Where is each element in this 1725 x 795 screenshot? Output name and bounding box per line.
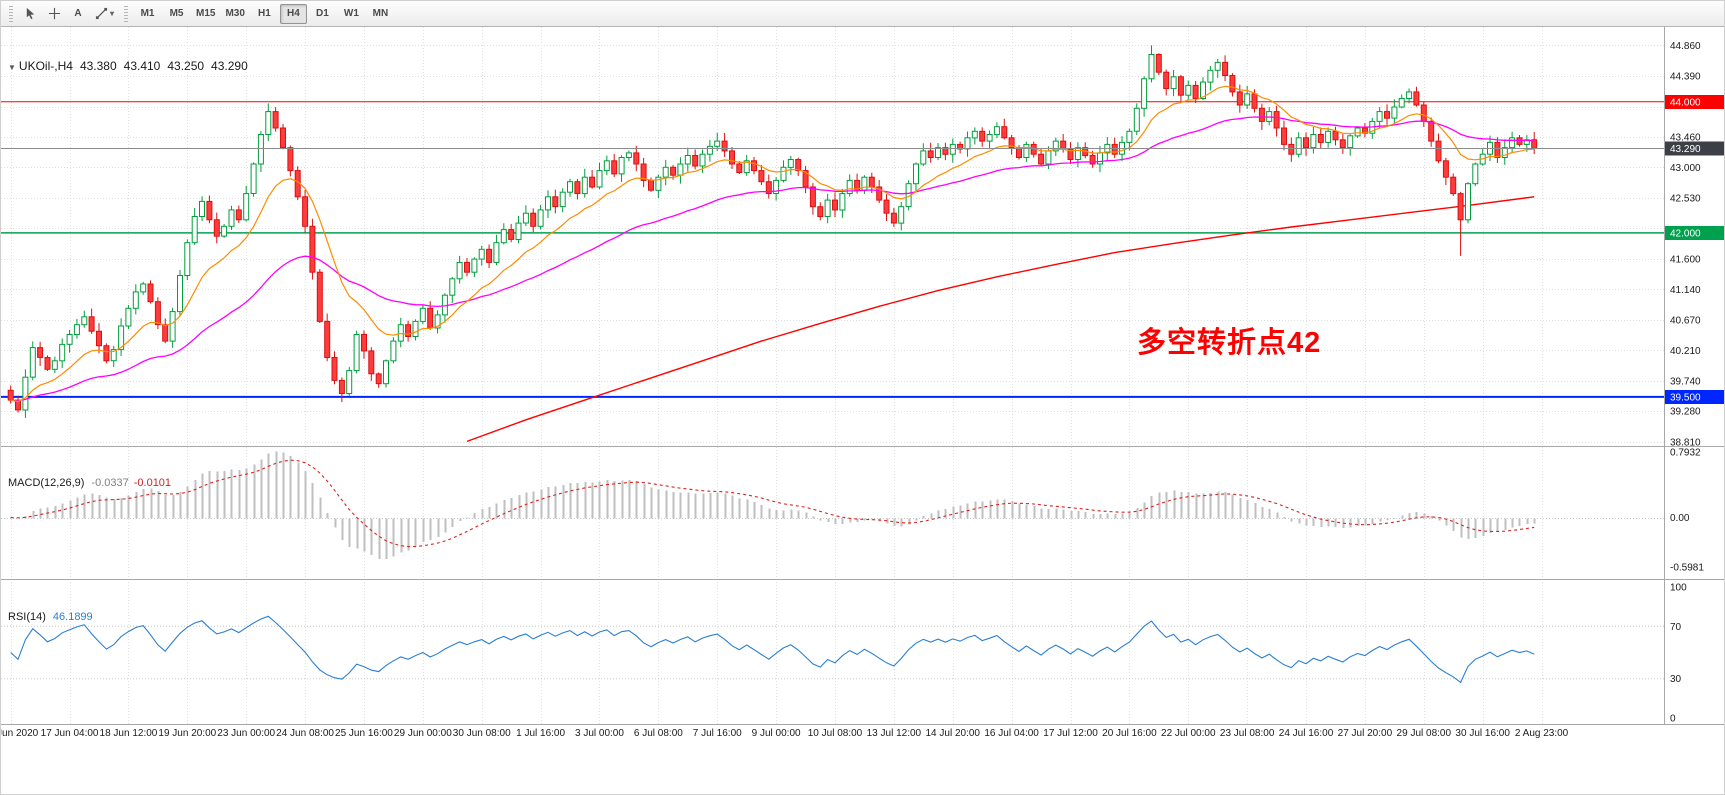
macd-axis-label: 0.00 (1670, 513, 1690, 524)
timeframe-toolbar: M1 M5 M15 M30 H1 H4 D1 W1 MN (133, 3, 395, 24)
rsi-axis-label: 70 (1670, 622, 1682, 633)
current-price-badge (1665, 141, 1724, 156)
cursor-icon (26, 7, 34, 20)
time-axis-label: 2 Aug 23:00 (1515, 728, 1569, 739)
text-tool-label: A (74, 8, 82, 19)
macd-signal-line (10, 459, 1535, 548)
time-axis-label: 6 Jul 08:00 (634, 728, 683, 739)
text-tool-button[interactable]: A (67, 4, 89, 24)
toolbar-grip[interactable] (9, 5, 13, 22)
price-axis-label: 41.600 (1670, 255, 1701, 266)
price-axis-label: 44.860 (1670, 41, 1701, 52)
price-axis-label: 42.530 (1670, 194, 1701, 205)
timeframe-d1[interactable]: D1 (309, 4, 336, 24)
time-axis-label: 17 Jul 12:00 (1043, 728, 1098, 739)
draw-tools-button[interactable]: ▾ (91, 4, 118, 24)
timeframe-mn[interactable]: MN (367, 4, 394, 24)
price-axis-label: 41.140 (1670, 285, 1701, 296)
price-level-badge (1665, 95, 1724, 109)
rsi-axis-label: 30 (1670, 674, 1682, 685)
price-axis-label: 43.460 (1670, 133, 1701, 144)
time-axis-label: 29 Jul 08:00 (1397, 728, 1452, 739)
main-toolbar: A ▾ M1 M5 M15 M30 H1 H4 D1 W1 MN (1, 1, 1724, 27)
time-axis-label: 3 Jul 00:00 (575, 728, 624, 739)
timeframe-h4[interactable]: H4 (279, 3, 307, 24)
svg-text:39.500: 39.500 (1670, 393, 1701, 404)
grid (1, 27, 1664, 724)
time-axis-label: 16 Jul 04:00 (984, 728, 1039, 739)
rsi-line (10, 615, 1535, 684)
price-axis-label: 43.000 (1670, 163, 1701, 174)
trendline-icon (95, 7, 108, 20)
time-axis-label: 24 Jul 16:00 (1279, 728, 1334, 739)
ma-medium-line (10, 116, 1535, 402)
timeframe-m15[interactable]: M15 (192, 4, 219, 24)
price-axis-label: 38.810 (1670, 438, 1701, 449)
timeframe-w1[interactable]: W1 (338, 4, 365, 24)
timeframe-m5[interactable]: M5 (163, 4, 190, 24)
crosshair-tool-button[interactable] (43, 4, 65, 24)
price-axis-gutter (1665, 27, 1724, 724)
time-axis-label: 17 Jun 04:00 (41, 728, 99, 739)
time-axis-label: 27 Jul 20:00 (1338, 728, 1393, 739)
time-axis-label: 7 Jul 16:00 (693, 728, 742, 739)
price-level-badge (1665, 226, 1724, 240)
time-axis-label: 29 Jun 00:00 (394, 728, 452, 739)
time-axis-label: 25 Jun 16:00 (335, 728, 393, 739)
macd-histogram (10, 451, 1536, 559)
price-level-badge (1665, 390, 1724, 404)
chevron-down-icon: ▾ (110, 9, 115, 18)
time-axis-label: 9 Jul 00:00 (752, 728, 801, 739)
time-axis-label: 23 Jun 00:00 (217, 728, 275, 739)
time-axis-label: 19 Jun 20:00 (158, 728, 216, 739)
svg-text:43.290: 43.290 (1670, 144, 1701, 155)
cursor-tool-button[interactable] (19, 4, 41, 24)
chart-annotation[interactable]: 多空转折点42 (1137, 327, 1322, 359)
timeframe-m1[interactable]: M1 (134, 4, 161, 24)
time-axis-label: 10 Jul 08:00 (808, 728, 863, 739)
time-axis-label: 15 Jun 2020 (1, 728, 39, 739)
candlestick-series (7, 45, 1538, 418)
price-axis-label: 40.210 (1670, 346, 1701, 357)
macd-axis-label: 0.7932 (1670, 448, 1701, 459)
price-axis-label: 39.280 (1670, 407, 1701, 418)
svg-text:44.000: 44.000 (1670, 98, 1701, 109)
rsi-axis-label: 0 (1670, 714, 1676, 725)
ma-slow-line (466, 196, 1535, 443)
time-axis-label: 30 Jun 08:00 (453, 728, 511, 739)
time-axis-label: 13 Jul 12:00 (867, 728, 922, 739)
rsi-axis-label: 100 (1670, 583, 1687, 594)
toolbar-grip[interactable] (124, 5, 129, 22)
crosshair-icon (48, 7, 60, 20)
time-axis-label: 18 Jun 12:00 (100, 728, 158, 739)
time-axis-label: 30 Jul 16:00 (1455, 728, 1510, 739)
time-axis-label: 24 Jun 08:00 (276, 728, 334, 739)
timeframe-h1[interactable]: H1 (251, 4, 278, 24)
time-axis-label: 1 Jul 16:00 (516, 728, 565, 739)
price-axis-label: 44.390 (1670, 72, 1701, 83)
timeframe-m30[interactable]: M30 (221, 4, 248, 24)
price-axis-label: 40.670 (1670, 316, 1701, 327)
time-axis-label: 14 Jul 20:00 (926, 728, 981, 739)
price-axis-label: 39.740 (1670, 377, 1701, 388)
ma-fast-line (10, 85, 1535, 403)
svg-text:42.000: 42.000 (1670, 229, 1701, 240)
time-axis-label: 20 Jul 16:00 (1102, 728, 1157, 739)
macd-axis-label: -0.5981 (1670, 563, 1704, 574)
time-axis-label: 22 Jul 00:00 (1161, 728, 1216, 739)
time-axis-label: 23 Jul 08:00 (1220, 728, 1275, 739)
